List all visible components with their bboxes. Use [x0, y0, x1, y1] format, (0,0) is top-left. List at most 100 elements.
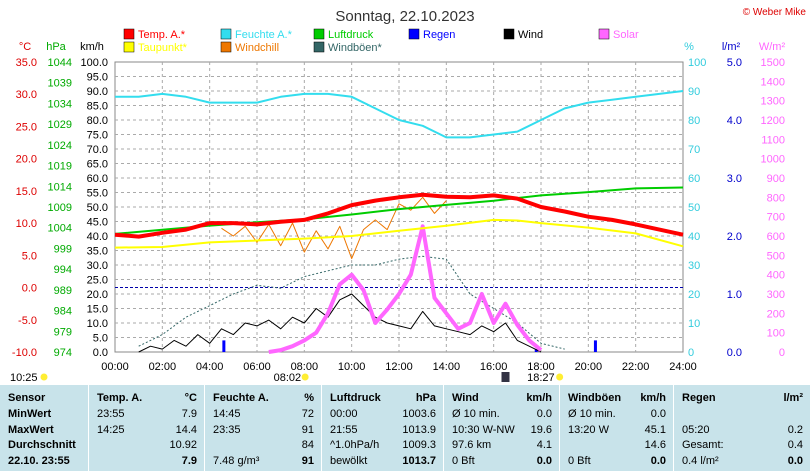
column-header: Wind [452, 392, 479, 404]
column-unit: km/h [526, 392, 552, 404]
x-tick-label: 20:00 [575, 361, 603, 373]
cell-time: 23:55 [97, 408, 125, 420]
cell-value: 7.9 [181, 408, 197, 420]
pressure-tick-label: 989 [54, 285, 72, 297]
pressure-tick-label: 984 [54, 306, 72, 318]
grid [115, 62, 683, 352]
cell-value: 4.1 [536, 439, 552, 451]
temp-tick-label: -5.0 [18, 315, 37, 327]
wind-tick-label: 15.0 [87, 304, 108, 316]
pressure-tick-label: 1009 [48, 202, 72, 214]
humidity-tick-label: 30 [688, 260, 700, 272]
stats-column: Regen l/m² 05:20 0.2 Gesamt: 0.4 0.4 l/m² 0.0 [673, 385, 810, 471]
cell-time: Ø 10 min. [568, 408, 616, 420]
x-tick-label: 02:00 [149, 361, 177, 373]
column-header: Luftdruck [330, 392, 381, 404]
rain-tick-label: 0.0 [727, 347, 742, 359]
cell-value: 0.0 [650, 408, 666, 420]
row-label: MinWert [8, 408, 52, 420]
daylight-icon [40, 373, 48, 381]
temp-tick-label: 25.0 [16, 121, 37, 133]
cell-time: 0 Bft [568, 454, 591, 467]
x-tick-label: 14:00 [433, 361, 461, 373]
legend-label: Solar [613, 29, 639, 41]
solar-tick-label: 1100 [761, 134, 785, 146]
x-tick-label: 04:00 [196, 361, 224, 373]
stats-column: Luftdruck hPa 00:00 1003.6 21:55 1013.9 ^1.0hP… [321, 385, 443, 471]
pressure-tick-label: 1024 [48, 140, 72, 152]
cell-time: bewölkt [330, 454, 368, 467]
stats-column: Windböen km/h Ø 10 min. 0.0 13:20 W 45.1 14.6 0… [559, 385, 673, 471]
pressure-tick-label: 1044 [48, 57, 72, 69]
stats-column: Sensor MinWert MaxWert Durchschnitt 22.10. 2… [0, 385, 88, 471]
cell-value: 84 [301, 439, 314, 451]
legend-label: Luftdruck [328, 29, 374, 41]
cell-value: 0.4 [787, 439, 803, 451]
temp-tick-label: 20.0 [16, 154, 37, 166]
cell-time: 0 Bft [452, 454, 475, 467]
x-tick-label: 08:00 [291, 361, 319, 373]
column-header: Windböen [568, 392, 622, 404]
cell-value: 91 [301, 454, 314, 467]
humidity-tick-label: 20 [688, 289, 700, 301]
humidity-tick-label: 100 [688, 57, 706, 69]
temp-tick-label: 15.0 [16, 186, 37, 198]
x-tick-label: 22:00 [622, 361, 650, 373]
temp-tick-label: -10.0 [12, 347, 37, 359]
cell-time: 21:55 [330, 423, 358, 436]
solar-tick-label: 1400 [761, 76, 785, 88]
x-tick-label: 18:00 [527, 361, 555, 373]
temp-tick-label: 10.0 [16, 218, 37, 230]
wind-tick-label: 20.0 [87, 289, 108, 301]
cell-value: 10.92 [169, 439, 197, 451]
legend-swatch [220, 41, 232, 53]
cell-value: 1009.3 [402, 439, 436, 451]
legend-swatch [123, 28, 135, 40]
column-header: Temp. A. [97, 392, 143, 404]
pressure-tick-label: 999 [54, 243, 72, 255]
stats-column: Temp. A. °C 23:55 7.9 14:25 14.4 10.92 7.9 [88, 385, 204, 471]
cell-value: 19.6 [530, 423, 552, 436]
cell-time: 23:35 [213, 423, 241, 436]
solar-line [268, 224, 543, 354]
row-label: MaxWert [8, 423, 54, 436]
legend-swatch [503, 28, 515, 40]
solar-tick-label: 200 [767, 308, 785, 320]
feuchte-a-line [115, 90, 684, 139]
pressure-tick-label: 1034 [48, 98, 72, 110]
wind-tick-label: 10.0 [87, 318, 108, 330]
x-tick-label: 06:00 [243, 361, 271, 373]
cell-time: 14:45 [213, 408, 241, 420]
daylight-duration: 10:25 [10, 372, 38, 384]
wind-line [138, 293, 542, 353]
weather-chart: Sonntag, 22.10.2023 © Weber Mike Temp. A… [10, 7, 806, 384]
solar-tick-label: 300 [767, 289, 785, 301]
moon-icon [501, 372, 510, 382]
legend-label: Temp. A.* [138, 29, 186, 41]
row-label: 22.10. 23:55 [8, 454, 70, 467]
solar-tick-label: 900 [767, 173, 785, 185]
sunrise-icon [301, 373, 309, 381]
wind-tick-label: 45.0 [87, 217, 108, 229]
rain-tick-label: 1.0 [727, 289, 742, 301]
cell-value: 1003.6 [402, 408, 436, 420]
humidity-tick-label: 60 [688, 173, 700, 185]
wind-tick-label: 75.0 [87, 130, 108, 142]
wind-tick-label: 85.0 [87, 101, 108, 113]
wind-tick-label: 25.0 [87, 275, 108, 287]
wind-unit: km/h [80, 41, 104, 53]
legend-swatch [123, 41, 135, 53]
cell-value: 0.2 [787, 423, 803, 436]
cell-value: 1013.9 [402, 423, 436, 436]
axis-units: °C hPa km/h% l/m² W/m² [19, 41, 786, 53]
humidity-tick-label: 80 [688, 115, 700, 127]
x-tick-label: 16:00 [480, 361, 508, 373]
legend-label: Windchill [235, 42, 279, 54]
cell-value: 14.6 [644, 439, 666, 451]
humidity-tick-label: 40 [688, 231, 700, 243]
cell-value: 14.4 [175, 423, 197, 436]
stats-column: Feuchte A.% 14:45 72 23:35 91 84 7.48 g/m³ 91 [204, 385, 321, 471]
humidity-tick-label: 90 [688, 86, 700, 98]
column-unit: l/m² [783, 392, 803, 404]
cell-time: 14:25 [97, 423, 125, 436]
